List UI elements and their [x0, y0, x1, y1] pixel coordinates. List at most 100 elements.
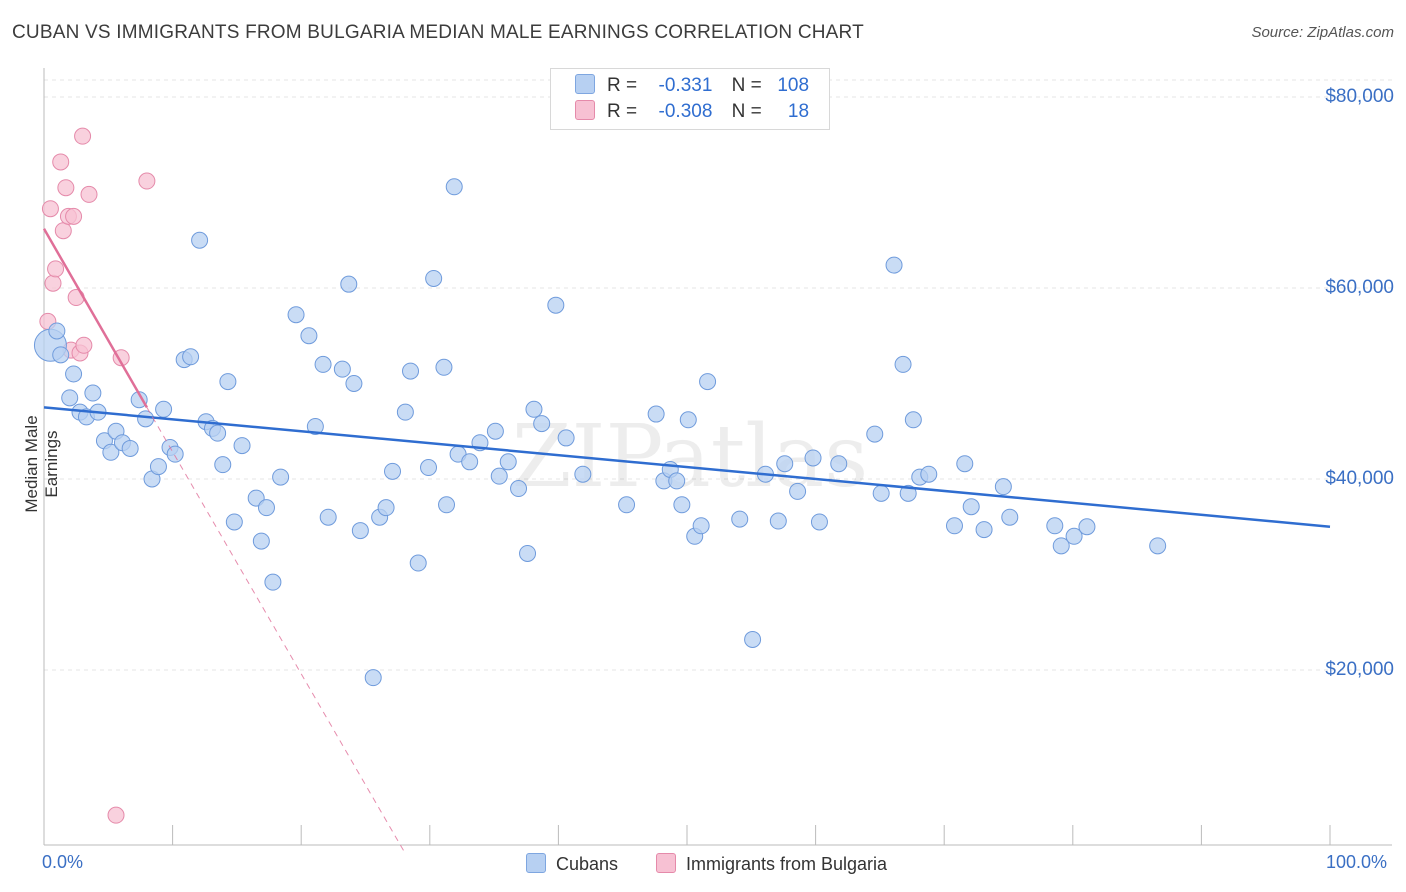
point-cubans	[191, 231, 209, 249]
point-cubans	[769, 512, 787, 530]
point-cubans	[776, 455, 794, 473]
point-cubans	[533, 415, 551, 433]
trend-line-cubans	[43, 406, 1331, 528]
bottom-legend-label-cubans: Cubans	[556, 854, 619, 874]
point-cubans	[490, 467, 508, 485]
point-cubans	[699, 373, 717, 391]
point-cubans	[804, 449, 822, 467]
point-cubans	[866, 425, 884, 443]
x-axis-min-label: 0.0%	[42, 852, 84, 872]
point-cubans	[264, 573, 282, 591]
series-cubans-points	[33, 178, 1167, 687]
point-cubans	[137, 410, 155, 428]
legend-r-label: R =	[607, 75, 638, 96]
point-cubans	[1078, 518, 1096, 536]
y-tick-label-20000: $20,000	[1325, 659, 1394, 680]
point-bulgaria	[52, 153, 70, 171]
point-cubans	[252, 532, 270, 550]
point-cubans	[333, 360, 351, 378]
point-bulgaria	[47, 260, 65, 278]
y-tick-label-80000: $80,000	[1325, 86, 1394, 107]
x-axis-max-label: 100.0%	[1326, 852, 1388, 872]
point-cubans	[1149, 537, 1167, 555]
point-cubans	[425, 269, 443, 287]
point-cubans	[61, 389, 79, 407]
stats-legend: R = -0.331 N = 108 R = -0.308 N = 18	[550, 68, 830, 130]
point-cubans	[499, 453, 517, 471]
trend-line-bulgaria	[42, 228, 148, 408]
point-bulgaria	[75, 336, 93, 354]
point-bulgaria	[107, 806, 125, 824]
point-cubans	[885, 256, 903, 274]
point-bulgaria	[44, 274, 62, 292]
point-cubans	[574, 465, 592, 483]
point-cubans	[314, 355, 332, 373]
y-tick-label-60000: $60,000	[1325, 277, 1394, 298]
point-cubans	[209, 424, 227, 442]
point-cubans	[166, 445, 184, 463]
point-cubans	[894, 355, 912, 373]
bottom-swatch-cubans	[526, 853, 546, 873]
legend-r-value-cubans: -0.331	[658, 75, 713, 96]
point-cubans	[956, 455, 974, 473]
y-axis-label: Median Male Earnings	[22, 415, 61, 513]
point-cubans	[364, 669, 382, 687]
point-cubans	[52, 346, 70, 364]
point-cubans	[219, 373, 237, 391]
point-cubans	[257, 499, 275, 517]
point-cubans	[731, 510, 749, 528]
point-cubans	[994, 478, 1012, 496]
point-cubans	[510, 480, 528, 498]
point-bulgaria	[41, 200, 59, 218]
point-cubans	[300, 327, 318, 345]
point-cubans	[679, 411, 697, 429]
y-tick-label-40000: $40,000	[1325, 468, 1394, 489]
axes	[43, 68, 1392, 846]
point-cubans	[525, 400, 543, 418]
point-cubans	[351, 522, 369, 540]
legend-n-label: N =	[731, 101, 762, 122]
point-bulgaria	[54, 222, 72, 240]
point-cubans	[673, 496, 691, 514]
point-cubans	[155, 400, 173, 418]
point-cubans	[435, 358, 453, 376]
point-cubans	[420, 459, 438, 477]
point-cubans	[272, 468, 290, 486]
point-cubans	[214, 456, 232, 474]
point-cubans	[486, 422, 504, 440]
point-cubans	[48, 322, 66, 340]
legend-n-value-bulgaria: 18	[787, 101, 810, 122]
chart-title: CUBAN VS IMMIGRANTS FROM BULGARIA MEDIAN…	[12, 22, 864, 43]
point-bulgaria	[80, 185, 98, 203]
point-cubans	[1046, 517, 1064, 535]
point-cubans	[647, 405, 665, 423]
point-cubans	[182, 348, 200, 366]
point-cubans	[340, 275, 358, 293]
point-cubans	[84, 384, 102, 402]
point-cubans	[904, 411, 922, 429]
point-cubans	[810, 513, 828, 531]
point-cubans	[668, 472, 686, 490]
point-cubans	[345, 375, 363, 392]
point-cubans	[438, 496, 456, 514]
point-cubans	[402, 362, 420, 380]
point-cubans	[287, 306, 305, 324]
point-cubans	[1065, 527, 1083, 545]
point-bulgaria	[138, 172, 156, 190]
point-cubans	[225, 513, 243, 531]
point-bulgaria	[74, 127, 92, 145]
point-cubans	[65, 365, 83, 383]
point-cubans	[920, 465, 938, 483]
point-cubans	[962, 498, 980, 516]
point-cubans	[396, 403, 414, 421]
legend-swatch-bulgaria	[575, 100, 595, 120]
point-cubans	[945, 517, 963, 535]
legend-n-value-cubans: 108	[777, 75, 810, 96]
trend-lines	[42, 228, 1331, 852]
point-cubans	[1001, 508, 1019, 526]
point-cubans	[830, 455, 848, 473]
point-cubans	[557, 429, 575, 447]
point-cubans	[618, 496, 636, 514]
point-cubans	[306, 417, 324, 435]
